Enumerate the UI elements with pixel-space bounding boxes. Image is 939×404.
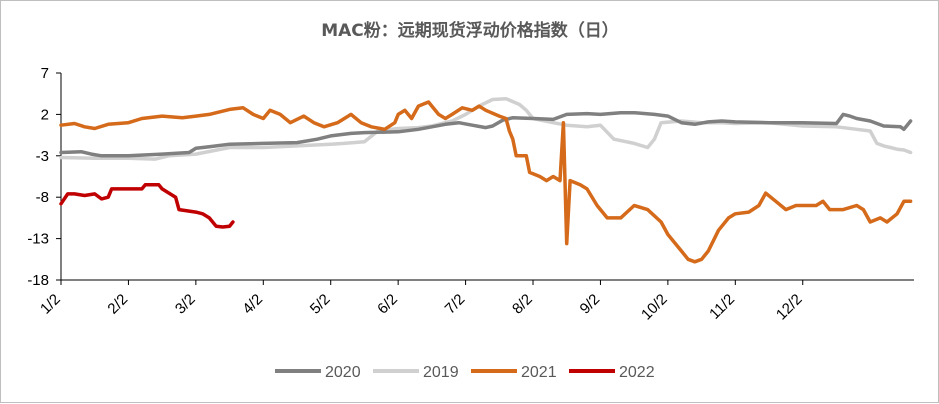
legend-label-2020: 2020 — [325, 364, 361, 381]
series-line-2021 — [59, 100, 913, 264]
legend-label-2019: 2019 — [423, 364, 459, 381]
x-tick-label: 8/2 — [509, 291, 536, 318]
plot-area — [59, 96, 913, 264]
series-line-2020 — [59, 110, 913, 158]
x-tick-label: 11/2 — [706, 291, 738, 323]
y-tick-label: -18 — [27, 272, 49, 289]
legend: 2020 2019 2021 2022 — [275, 364, 655, 381]
chart-title: MAC粉：远期现货浮动价格指数（日） — [321, 20, 619, 41]
x-tick-label: 1/2 — [37, 291, 64, 318]
y-axis: 7 2 -3 -8 -13 -18 — [27, 65, 62, 289]
x-axis: 1/2 2/2 3/2 4/2 5/2 6/2 7/2 8/2 9/2 10/2 11/2 12/2 — [37, 279, 914, 324]
x-tick-label: 10/2 — [638, 291, 671, 324]
x-tick-label: 5/2 — [307, 291, 334, 318]
x-tick-label: 6/2 — [374, 291, 401, 318]
y-tick-label: -13 — [27, 231, 49, 248]
x-tick-label: 7/2 — [442, 291, 469, 318]
x-tick-label: 9/2 — [577, 291, 604, 318]
y-tick-label: -8 — [36, 189, 49, 206]
y-tick-label: 2 — [41, 106, 49, 123]
y-tick-label: -3 — [36, 148, 49, 165]
y-tick-label: 7 — [41, 65, 49, 82]
x-tick-label: 3/2 — [172, 291, 199, 318]
x-tick-label: 4/2 — [239, 291, 266, 318]
legend-label-2021: 2021 — [521, 364, 557, 381]
series-line-2022 — [59, 183, 235, 229]
legend-label-2022: 2022 — [619, 364, 655, 381]
x-tick-label: 2/2 — [104, 291, 131, 318]
x-tick-label: 12/2 — [773, 291, 806, 324]
